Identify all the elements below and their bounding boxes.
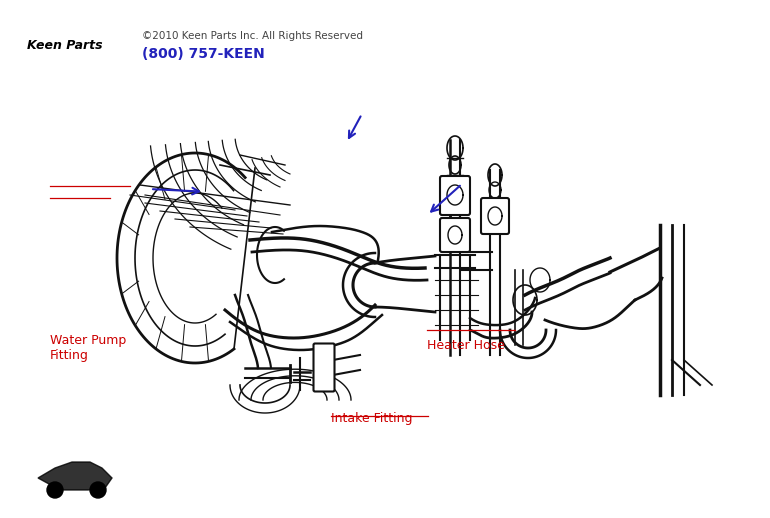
FancyBboxPatch shape [481, 198, 509, 234]
Text: Intake Fitting: Intake Fitting [331, 412, 413, 425]
Polygon shape [38, 462, 112, 490]
Circle shape [90, 482, 106, 498]
Text: Heater Hose: Heater Hose [427, 339, 505, 352]
FancyBboxPatch shape [440, 176, 470, 215]
Circle shape [47, 482, 63, 498]
FancyBboxPatch shape [440, 218, 470, 252]
Text: ©2010 Keen Parts Inc. All Rights Reserved: ©2010 Keen Parts Inc. All Rights Reserve… [142, 31, 363, 41]
Text: Keen Parts: Keen Parts [27, 39, 102, 52]
Text: Water Pump
Fitting: Water Pump Fitting [50, 334, 126, 362]
Text: (800) 757-KEEN: (800) 757-KEEN [142, 47, 265, 61]
FancyBboxPatch shape [313, 343, 334, 392]
